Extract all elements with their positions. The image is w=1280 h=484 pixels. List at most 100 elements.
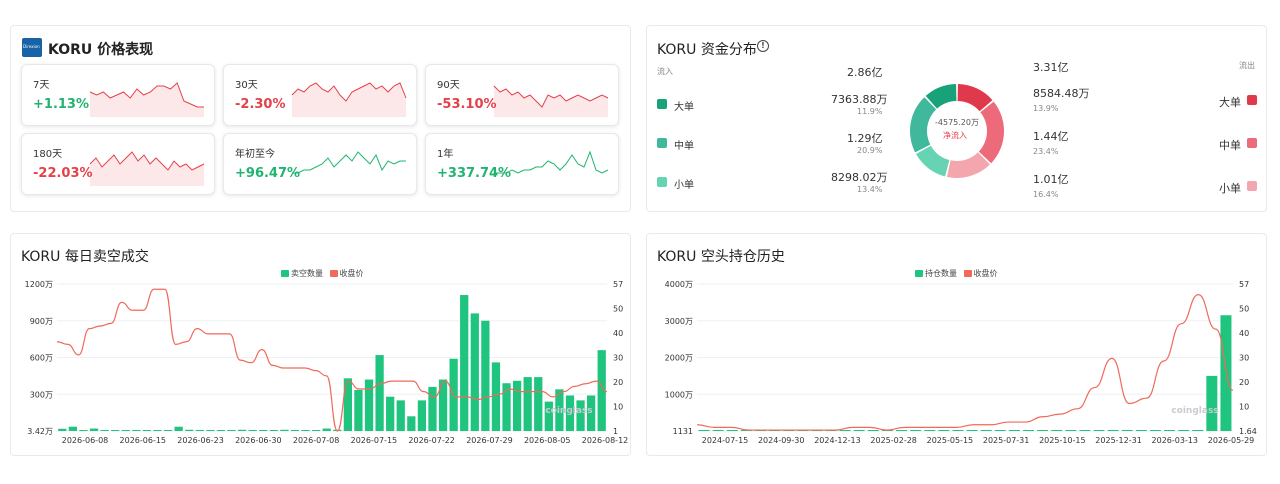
- direxion-logo: Direxion: [22, 38, 42, 57]
- bar: [896, 430, 908, 431]
- bar: [555, 389, 564, 431]
- bar: [354, 389, 363, 431]
- bar: [269, 430, 278, 431]
- bar: [1164, 430, 1176, 431]
- short-interest-legend: 持仓数量 收盘价: [911, 268, 998, 279]
- bar: [1022, 430, 1034, 431]
- bar: [1037, 430, 1049, 431]
- outflow-small-pct: 16.4%: [1033, 190, 1059, 199]
- bar: [460, 295, 469, 431]
- bar: [1065, 430, 1077, 431]
- bar: [523, 377, 532, 431]
- x-tick: 2025-10-15: [1039, 436, 1086, 445]
- bar: [994, 430, 1006, 431]
- outflow-big-swatch: [1247, 95, 1257, 105]
- bar: [227, 430, 236, 431]
- perf-tile-1[interactable]: 30天 -2.30%: [223, 64, 417, 126]
- perf-sparkline: [89, 151, 205, 186]
- net-inflow-value: -4575.20万: [935, 118, 979, 127]
- x-tick: 2024-12-13: [814, 436, 861, 445]
- bar: [576, 400, 585, 431]
- y-left-tick: 300万: [30, 390, 53, 399]
- y-left-tick: 4000万: [665, 280, 693, 289]
- bar: [867, 430, 879, 431]
- bar: [544, 401, 553, 431]
- x-tick: 2026-07-22: [408, 436, 455, 445]
- outflow-mid-pct: 23.4%: [1033, 147, 1059, 156]
- bar: [1192, 430, 1204, 431]
- x-tick: 2025-12-31: [1095, 436, 1142, 445]
- watermark: coinglass: [545, 406, 592, 416]
- perf-tile-5[interactable]: 1年 +337.74%: [425, 133, 619, 195]
- bar: [1093, 430, 1105, 431]
- perf-tile-4[interactable]: 年初至今 +96.47%: [223, 133, 417, 195]
- bar: [587, 395, 596, 431]
- inflow-small-pct: 13.4%: [857, 185, 883, 194]
- bar: [111, 430, 120, 431]
- bar: [1149, 430, 1161, 431]
- inflow-mid-pct: 20.9%: [857, 146, 883, 155]
- short-volume-card: KORU 每日卖空成交 卖空数量 收盘价 3.42万 300万 600万 900万 12…: [10, 233, 631, 456]
- bar: [153, 430, 162, 431]
- y-right-tick: 57: [613, 280, 623, 289]
- x-tick: 2026-06-15: [120, 436, 167, 445]
- bar: [428, 386, 437, 431]
- inflow-big-label: 大单: [674, 102, 694, 113]
- perf-tile-value: -22.03%: [33, 166, 93, 181]
- bar: [132, 430, 141, 431]
- bar: [68, 426, 77, 431]
- bar: [259, 430, 268, 431]
- bar: [100, 430, 109, 431]
- donut-out-small: [946, 152, 990, 178]
- bar: [1206, 375, 1218, 431]
- donut-out-big: [957, 84, 993, 112]
- inflow-mid-swatch: [657, 138, 667, 148]
- bar: [280, 429, 289, 431]
- outflow-small-amount: 1.01亿: [1033, 173, 1069, 186]
- perf-sparkline: [292, 151, 406, 174]
- bar: [301, 430, 310, 431]
- x-tick: 2025-02-28: [870, 436, 917, 445]
- y-right-tick: 40: [613, 329, 623, 338]
- inflow-small-swatch: [657, 177, 667, 187]
- bar: [726, 430, 738, 431]
- bar: [375, 355, 384, 431]
- perf-tile-label: 1年: [437, 149, 454, 160]
- short-volume-chart: 3.42万 300万 600万 900万 1200万 1 10 20 30 40 50 57 2026-…: [25, 280, 629, 445]
- perf-tile-value: +337.74%: [437, 166, 512, 181]
- outflow-small-label: 小单: [1219, 182, 1241, 195]
- perf-tile-2[interactable]: 90天 -53.10%: [425, 64, 619, 126]
- x-tick: 2026-03-13: [1152, 436, 1199, 445]
- bar: [89, 428, 99, 431]
- y-right-tick: 20: [1239, 378, 1249, 387]
- y-left-tick: 600万: [30, 354, 53, 363]
- perf-tile-3[interactable]: 180天 -22.03%: [21, 133, 215, 195]
- bar: [481, 320, 490, 431]
- y-right-tick: 40: [1239, 329, 1249, 338]
- y-left-tick: 1131: [673, 427, 693, 436]
- perf-tile-label: 30天: [235, 80, 258, 91]
- short-interest-title: KORU 空头持仓历史: [657, 249, 785, 265]
- bar: [386, 396, 395, 431]
- outflow-small-swatch: [1247, 181, 1257, 191]
- x-tick: 2026-05-29: [1208, 436, 1255, 445]
- bar: [1135, 430, 1147, 431]
- perf-tile-value: -2.30%: [235, 97, 286, 112]
- inflow-big-pct: 11.9%: [857, 107, 883, 116]
- y-right-tick: 1: [613, 427, 618, 436]
- perf-tile-label: 年初至今: [235, 149, 275, 160]
- y-left-tick: 900万: [30, 317, 53, 326]
- watermark: coinglass: [1171, 406, 1218, 416]
- y-right-tick: 30: [1239, 354, 1249, 363]
- bar: [910, 430, 922, 431]
- bar: [79, 430, 88, 431]
- info-circle-icon[interactable]: !: [757, 40, 769, 52]
- x-tick: 2024-09-30: [758, 436, 805, 445]
- perf-tile-label: 90天: [437, 80, 460, 91]
- fund-flow-title: KORU 资金分布: [657, 42, 757, 58]
- inflow-big-swatch: [657, 99, 667, 109]
- bar: [966, 430, 978, 431]
- donut-in-small: [916, 145, 950, 177]
- bar: [491, 362, 501, 431]
- perf-tile-0[interactable]: 7天 +1.13%: [21, 64, 215, 126]
